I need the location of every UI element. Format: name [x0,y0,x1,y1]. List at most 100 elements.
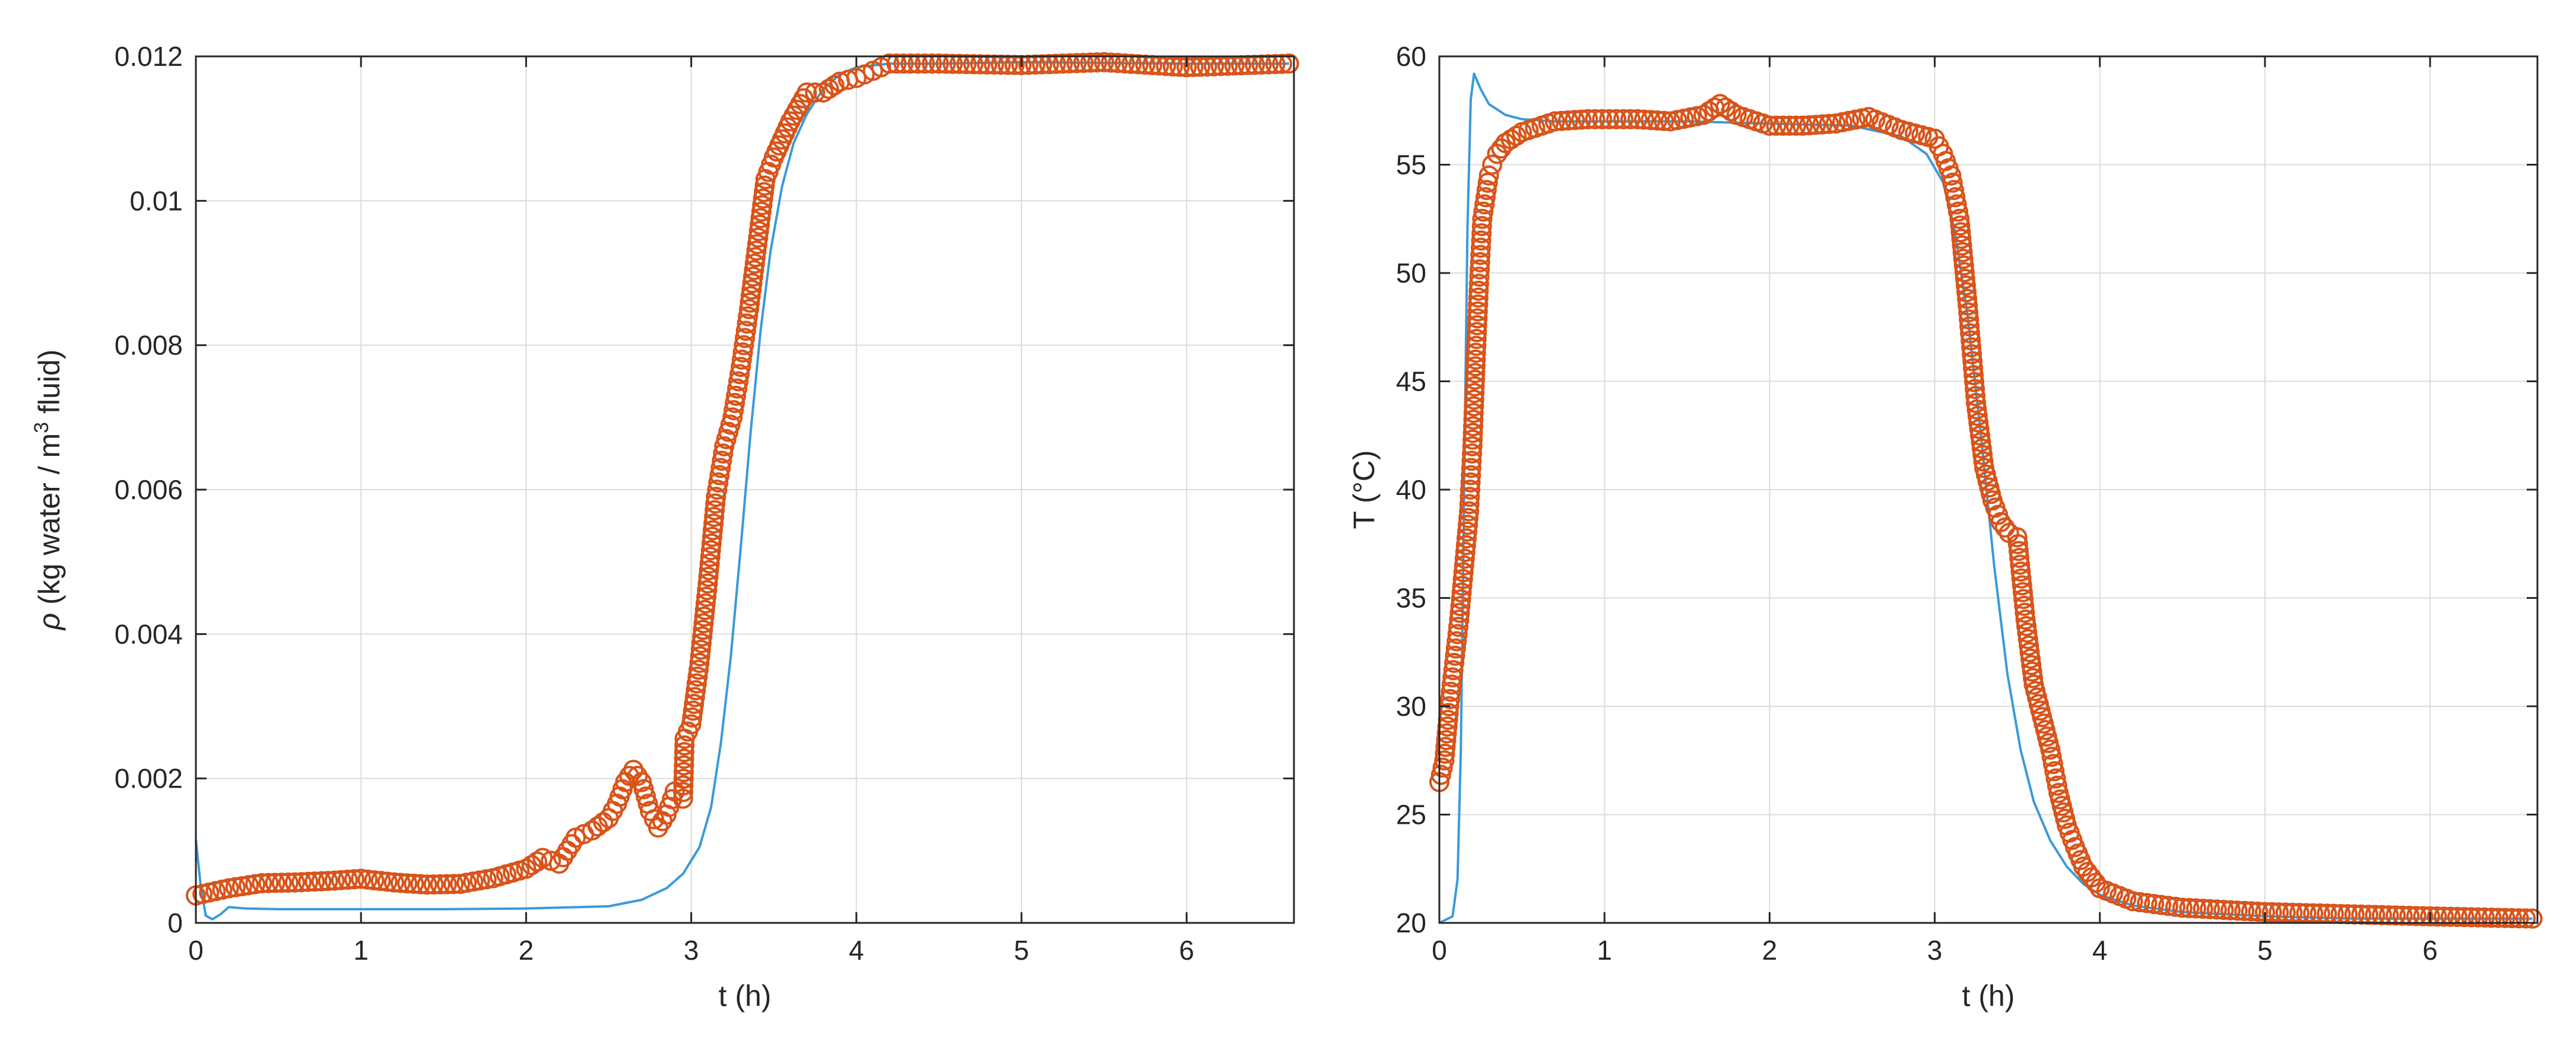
data-point [684,687,705,707]
data-point [2467,907,2488,928]
data-point [2144,894,2165,915]
data-point [1965,386,1986,407]
data-point [2461,907,2482,928]
data-point [2009,547,2030,568]
data-point [1962,344,1982,364]
data-point [1454,555,1474,576]
data-point [2012,582,2033,602]
data-point [1641,110,1661,131]
data-point [2186,898,2207,919]
data-point [1459,494,1480,515]
data-point [1432,757,1453,778]
data-point [1463,429,1483,450]
data-point [2009,541,2029,561]
data-point [726,385,747,406]
data-point [1479,165,1499,186]
data-point [2041,747,2062,767]
y-tick-label: 0.004 [115,618,183,649]
data-point [1128,54,1149,75]
data-point [747,234,767,255]
data-point [383,872,404,893]
data-point [1970,425,1991,446]
data-point [1464,369,1485,390]
data-point [672,782,693,802]
data-point [1468,287,1489,308]
data-point [707,480,728,500]
data-point [921,53,942,74]
data-point [1441,674,1462,695]
data-point [331,869,351,890]
data-point [1954,262,1975,283]
data-point [2193,899,2213,919]
data-point [956,53,977,74]
data-point [1966,393,1987,413]
data-point [239,875,259,896]
data-point [271,872,292,893]
data-point [705,493,726,514]
data-point [397,873,418,894]
data-point [1779,115,1800,136]
data-point [2261,902,2282,923]
x-tick-label: 4 [849,935,864,966]
data-point [1465,363,1486,383]
data-point [1715,97,1736,118]
data-point [673,775,694,796]
data-point [1950,215,1971,236]
data-point [689,653,710,673]
data-point [1469,266,1490,287]
data-point [1953,249,1974,269]
data-point [1471,215,1492,236]
data-point [443,874,464,894]
data-point [2447,907,2468,928]
data-point [1654,110,1674,131]
data-point [1468,280,1489,301]
y-tick-label: 45 [1396,366,1426,397]
measured-series-markers [1429,94,2543,929]
data-point [824,75,845,96]
data-point [344,869,365,890]
data-point [744,253,765,274]
data-point [1477,172,1498,193]
data-point [2010,554,2031,575]
x-axis-label: t (h) [1962,979,2015,1013]
data-point [2481,907,2502,928]
data-point [1785,115,1806,136]
x-tick-label: 1 [1597,935,1612,966]
data-point [704,506,725,527]
y-tick-label: 35 [1396,583,1426,614]
data-point [1464,389,1484,410]
data-point [1445,645,1465,666]
data-point [1442,667,1463,688]
data-point [674,742,694,763]
data-point [1592,109,1613,129]
data-point [752,195,773,215]
data-point [2406,906,2426,926]
data-point [417,874,437,895]
data-point [1451,589,1471,610]
data-point [1956,282,1977,303]
data-point [692,626,713,647]
data-point [2172,897,2193,918]
data-point [2007,534,2028,554]
data-point [1471,223,1492,244]
data-point [1430,764,1451,785]
data-point [1951,228,1972,249]
data-point [1959,316,1980,337]
data-point [750,214,770,235]
data-point [2522,908,2543,929]
data-point [1968,412,1989,433]
data-point [1094,52,1115,72]
data-point [1462,436,1483,456]
model-series-line [1439,72,2533,924]
data-point [1721,101,1741,122]
data-point [1952,235,1972,256]
data-point [745,247,766,268]
data-point [751,201,772,222]
data-point [1958,295,1978,316]
data-point [702,520,723,541]
data-point [541,850,561,871]
data-point [1114,53,1135,74]
x-axis-label: t (h) [719,979,772,1013]
data-point [2044,761,2065,782]
data-point [1819,113,1839,134]
